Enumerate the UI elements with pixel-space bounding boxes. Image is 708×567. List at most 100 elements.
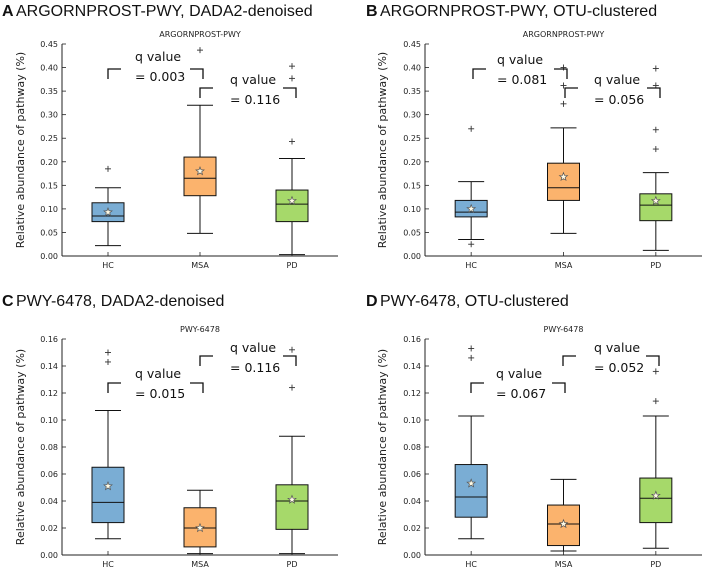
mean-marker <box>287 494 297 504</box>
y-tick-label: 0.00 <box>403 551 421 560</box>
q-value-label: q value <box>594 72 640 87</box>
y-tick-label: 0.02 <box>40 524 58 533</box>
y-tick-label: 0.12 <box>403 389 421 398</box>
iqr-box <box>275 189 309 223</box>
q-value-label: q value <box>230 340 276 355</box>
y-tick-label: 0.06 <box>40 470 58 479</box>
y-tick-label: 0.10 <box>403 416 421 425</box>
y-tick-label: 0.08 <box>40 443 58 452</box>
q-value-label: q value <box>135 366 181 381</box>
q-value-annotation: q value = 0.081 <box>472 52 568 87</box>
panel-letter: D <box>366 293 378 310</box>
outlier-point <box>105 358 111 365</box>
outlier-point <box>289 138 295 145</box>
y-tick-label: 0.16 <box>403 335 421 344</box>
outlier-point <box>560 100 567 107</box>
x-tick-label: MSA <box>555 261 573 270</box>
x-tick-label: PD <box>287 560 298 567</box>
q-value-annotation: q value = 0.056 <box>564 72 661 107</box>
box-pd <box>639 65 673 251</box>
iqr-box <box>454 464 488 518</box>
outlier-point <box>560 64 567 71</box>
mean-marker <box>558 518 569 529</box>
x-tick-label: HC <box>465 261 477 270</box>
y-tick-label: 0.30 <box>40 111 58 120</box>
panel-d: D PWY-6478, OTU-clustered PWY-6478 0.00 0.02… <box>366 293 702 567</box>
x-tick-label: PD <box>287 261 298 270</box>
panel-header-title: ARGORNPROST-PWY, OTU-clustered <box>380 3 657 20</box>
q-value-number: = 0.081 <box>497 72 547 87</box>
outlier-point <box>652 65 659 72</box>
iqr-box <box>183 156 217 197</box>
q-value-number: = 0.116 <box>230 360 280 375</box>
mean-marker <box>466 478 477 488</box>
y-axis-label: Relative abundance of pathway (%) <box>14 52 27 248</box>
q-value-label: q value <box>497 52 543 67</box>
y-axis-label: Relative abundance of pathway (%) <box>14 349 27 545</box>
outlier-point <box>560 82 567 89</box>
plot-title: PWY-6478 <box>544 325 584 334</box>
q-value-bracket <box>199 87 297 98</box>
y-tick-label: 0.15 <box>40 181 58 190</box>
q-value-bracket <box>107 382 204 393</box>
panel-c: C PWY-6478, DADA2-denoised PWY-6478 0.00 0.0… <box>2 293 338 567</box>
box-msa <box>547 64 580 234</box>
panel-header-title: PWY-6478, DADA2-denoised <box>16 293 224 310</box>
iqr-box <box>639 477 673 524</box>
y-axis-label: Relative abundance of pathway (%) <box>376 349 389 545</box>
outlier-point <box>652 368 659 375</box>
box-hc <box>91 349 125 540</box>
y-tick-label: 0.25 <box>403 134 421 143</box>
q-value-annotation: q value = 0.003 <box>107 49 204 84</box>
plot-title: ARGORNPROST-PWY <box>523 30 605 39</box>
q-value-number: = 0.052 <box>594 360 644 375</box>
outlier-point <box>289 63 295 70</box>
y-tick-label: 0.04 <box>403 497 421 506</box>
x-tick-label: MSA <box>191 560 209 567</box>
x-tick-label: PD <box>650 261 661 270</box>
box-msa <box>183 489 217 555</box>
y-tick-label: 0.16 <box>40 335 58 344</box>
q-value-bracket <box>107 68 204 79</box>
panel-a: A ARGORNPROST-PWY, DADA2-denoised ARGORNPR… <box>2 3 338 270</box>
q-value-bracket <box>472 68 568 79</box>
y-tick-label: 0.00 <box>40 551 58 560</box>
q-value-bracket <box>562 355 660 366</box>
y-tick-label: 0.20 <box>403 158 421 167</box>
y-tick-label: 0.00 <box>403 252 421 261</box>
y-tick-label: 0.30 <box>403 111 421 120</box>
outlier-point <box>468 241 475 248</box>
iqr-box <box>275 484 309 530</box>
panel-b: B ARGORNPROST-PWY, OTU-clustered ARGORNPRO… <box>366 3 702 270</box>
y-tick-label: 0.14 <box>403 362 421 371</box>
q-value-annotation: q value = 0.067 <box>470 366 566 401</box>
q-value-number: = 0.067 <box>496 386 546 401</box>
q-value-number: = 0.015 <box>135 386 185 401</box>
y-tick-label: 0.02 <box>403 524 421 533</box>
plot-title: ARGORNPROST-PWY <box>159 30 241 39</box>
mean-marker <box>195 166 205 176</box>
y-tick-label: 0.40 <box>403 64 421 73</box>
panel-letter: B <box>366 3 378 20</box>
y-tick-label: 0.05 <box>40 228 58 237</box>
y-tick-label: 0.00 <box>40 252 58 261</box>
x-tick-label: HC <box>465 560 477 567</box>
y-tick-label: 0.12 <box>40 389 58 398</box>
y-axis-label: Relative abundance of pathway (%) <box>376 52 389 248</box>
y-tick-label: 0.10 <box>40 416 58 425</box>
plot-title: PWY-6478 <box>180 325 220 334</box>
y-tick-label: 0.10 <box>403 205 421 214</box>
x-tick-label: HC <box>102 560 114 567</box>
mean-marker <box>650 195 661 206</box>
q-value-number: = 0.003 <box>135 69 185 84</box>
y-tick-label: 0.20 <box>40 158 58 167</box>
outlier-point <box>468 125 475 132</box>
panel-header-title: PWY-6478, OTU-clustered <box>380 293 569 310</box>
box-msa <box>547 478 580 552</box>
outlier-point <box>289 75 295 82</box>
outlier-point <box>652 146 659 153</box>
outlier-point <box>468 345 475 352</box>
y-tick-label: 0.35 <box>40 87 58 96</box>
y-tick-label: 0.25 <box>40 134 58 143</box>
